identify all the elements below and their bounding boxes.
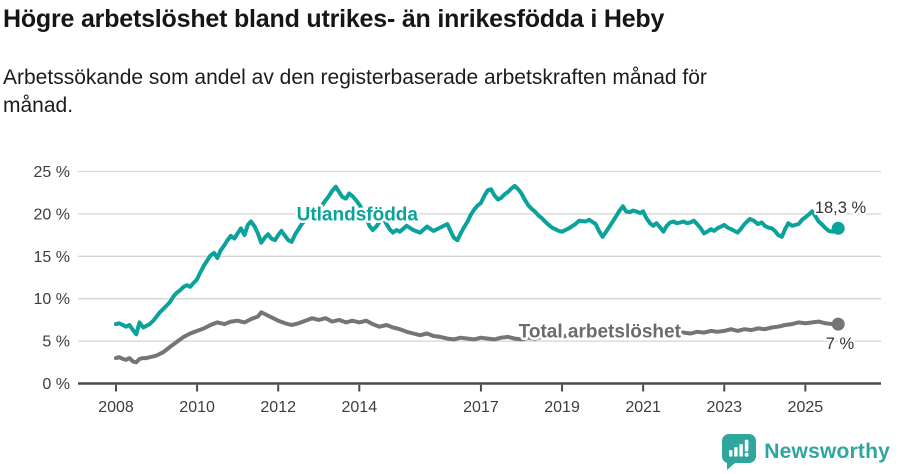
page-subtitle: Arbetssökande som andel av den registerb… — [3, 64, 863, 120]
y-tick-label-15: 15 % — [34, 249, 70, 266]
page-title: Högre arbetslöshet bland utrikes- än inr… — [3, 5, 665, 33]
end-value-label-total-arbetsl-shet: 7 % — [826, 335, 855, 353]
end-dot-total-arbetsl-shet — [831, 317, 845, 331]
newsworthy-wordmark: Newsworthy — [764, 440, 890, 463]
y-tick-label-5: 5 % — [42, 334, 70, 351]
subtitle-line-2: månad. — [3, 94, 74, 117]
x-tick-label-2014: 2014 — [342, 399, 378, 416]
series-line-utlandsf-dda — [114, 183, 841, 337]
x-tick-label-2025: 2025 — [788, 399, 824, 416]
x-tick-label-2012: 2012 — [260, 399, 296, 416]
y-tick-label-25: 25 % — [34, 164, 70, 181]
y-tick-label-20: 20 % — [34, 206, 70, 223]
bar-chart-speech-bubble-icon — [722, 434, 757, 470]
x-tick-label-2008: 2008 — [98, 399, 134, 416]
x-tick-label-2017: 2017 — [463, 399, 499, 416]
series-line-total-arbetsl-shet — [114, 310, 841, 365]
series-label-utlandsf-dda: Utlandsfödda — [297, 204, 419, 225]
y-tick-label-0: 0 % — [42, 376, 70, 393]
x-tick-label-2021: 2021 — [625, 399, 661, 416]
end-value-label-utlandsf-dda: 18,3 % — [815, 199, 867, 217]
series-label-total-arbetsl-shet: Total arbetslöshet — [519, 321, 682, 342]
y-tick-label-10: 10 % — [34, 291, 70, 308]
newsworthy-logo[interactable]: Newsworthy — [722, 434, 890, 470]
subtitle-line-1: Arbetssökande som andel av den registerb… — [3, 66, 707, 89]
x-tick-label-2019: 2019 — [544, 399, 580, 416]
end-dot-utlandsf-dda — [831, 221, 845, 235]
x-tick-label-2010: 2010 — [179, 399, 215, 416]
x-tick-label-2023: 2023 — [706, 399, 742, 416]
